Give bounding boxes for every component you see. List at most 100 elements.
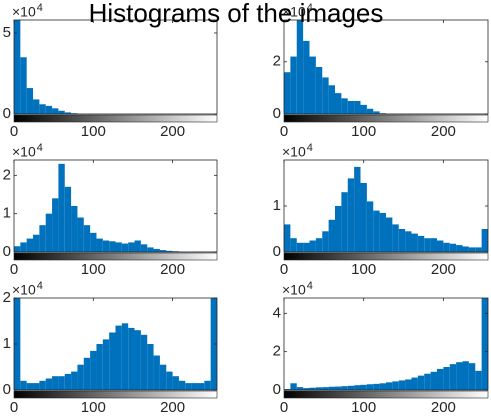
bar [360,104,367,114]
bar [315,387,323,390]
bar [140,334,148,390]
bar [58,376,65,390]
bar [373,111,380,114]
bars [284,166,488,252]
bar [347,178,355,252]
bar [39,225,46,252]
bar [366,108,374,114]
gray-scale-bar [13,390,218,399]
bar [134,330,141,390]
bar [33,234,40,252]
bar [121,243,129,252]
bar [26,88,34,114]
bar [128,242,135,252]
y-tick-label: 2 [273,343,281,360]
axes-background [14,20,217,114]
y-scale-exponent: 4 [307,142,313,154]
bar [33,383,40,390]
bar [449,364,457,390]
bar [296,20,304,114]
gray-scale-bar [283,114,489,123]
bar [166,371,173,390]
bar [128,327,135,390]
bar [296,242,304,252]
bar [354,166,361,252]
subplot: 0 1 2 0 100 200 ×10 4 [3,280,218,416]
bar [335,386,342,390]
x-tick-label: 100 [351,399,376,416]
bar [191,383,198,390]
bar [424,373,431,390]
y-scale-label: ×10 [12,282,36,298]
bar [411,233,418,252]
bar [405,379,412,390]
bar [328,386,335,390]
bar [430,371,437,390]
y-tick-label: 0 [273,105,281,122]
bar [373,210,380,252]
bar [14,298,21,390]
bar [45,105,53,114]
bar [303,40,310,114]
bar [335,206,342,252]
y-scale-exponent: 4 [307,2,313,14]
bar [449,243,457,252]
bar [71,113,78,114]
bar [20,57,27,114]
bar [52,376,59,390]
bar [322,77,329,114]
y-tick-label: 0 [3,381,11,398]
y-scale-label: ×10 [282,282,306,298]
subplot: 0 1 2 0 100 200 ×10 4 [3,142,218,278]
bar [475,370,482,390]
bar [296,387,304,390]
bar [411,377,418,390]
bar [96,238,103,252]
bar [58,110,65,114]
bar [481,298,488,390]
bar [115,242,122,252]
bar [45,378,53,390]
bar [392,224,399,252]
x-tick-label: 0 [280,261,288,278]
gray-scale-bar [283,390,489,399]
bar [328,219,335,252]
y-tick-label: 0 [273,243,281,260]
bar [14,20,21,114]
bar [475,247,482,252]
bar [39,104,46,114]
bar [322,231,329,252]
bar [303,242,310,252]
bar [14,246,21,252]
bar [33,99,40,114]
x-tick-label: 100 [81,261,106,278]
bar [159,364,167,390]
bar [354,385,361,390]
y-scale-label: ×10 [282,144,306,160]
bar [26,238,34,252]
bar [328,85,335,114]
bar [77,364,84,390]
bar [284,224,291,252]
bar [437,240,444,252]
bar [204,380,211,390]
bar [153,355,160,390]
x-tick-label: 200 [160,399,185,416]
axes-box [13,19,218,115]
bar [405,231,412,252]
x-tick-label: 200 [160,123,185,140]
bar [71,206,78,252]
bar [360,384,367,390]
x-tick-label: 0 [10,123,18,140]
bar [341,192,348,252]
x-tick-label: 100 [81,399,106,416]
bar [417,235,425,252]
figure-title: Histograms of the images [89,0,384,28]
gray-scale-bar [283,252,489,261]
bars [284,298,488,390]
bar [392,381,399,390]
bar [64,373,72,390]
bar [430,238,437,252]
y-tick-label: 0 [3,243,11,260]
bar [354,100,361,114]
